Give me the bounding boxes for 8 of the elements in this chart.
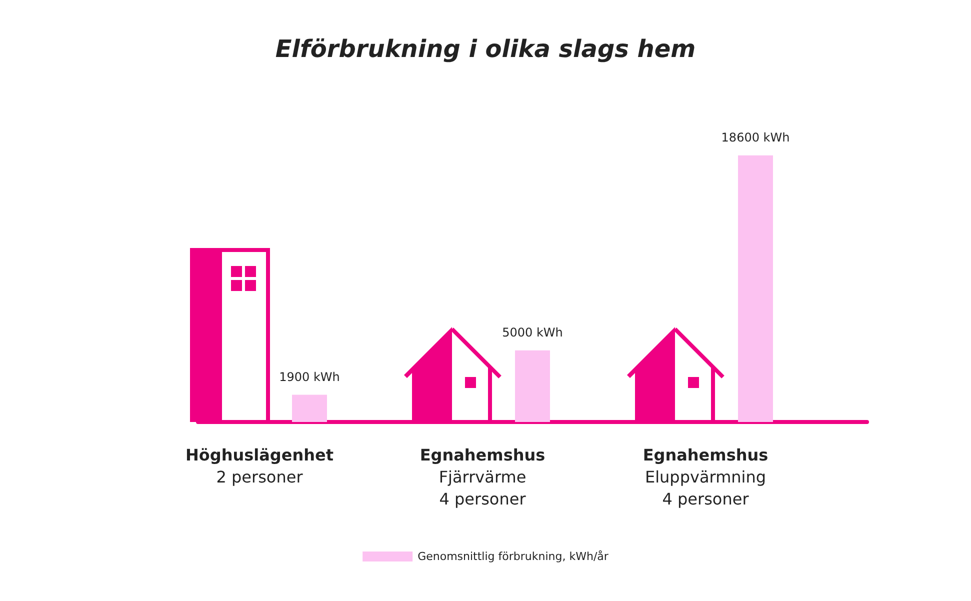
- data-label: 5000 kWh: [502, 325, 563, 340]
- legend-label: Genomsnittlig förbrukning, kWh/år: [418, 550, 609, 563]
- x-tick-label: Egnahemshus Fjärrvärme 4 personer: [420, 446, 546, 508]
- data-label: 18600 kWh: [721, 130, 790, 144]
- x-tick-label: Höghuslägenhet 2 personer: [185, 446, 334, 486]
- x-tick-label: Egnahemshus Eluppvärmning 4 personer: [642, 446, 768, 508]
- data-label: 1900 kWh: [279, 370, 340, 384]
- chart-title: Elförbrukning i olika slags hem: [275, 35, 696, 63]
